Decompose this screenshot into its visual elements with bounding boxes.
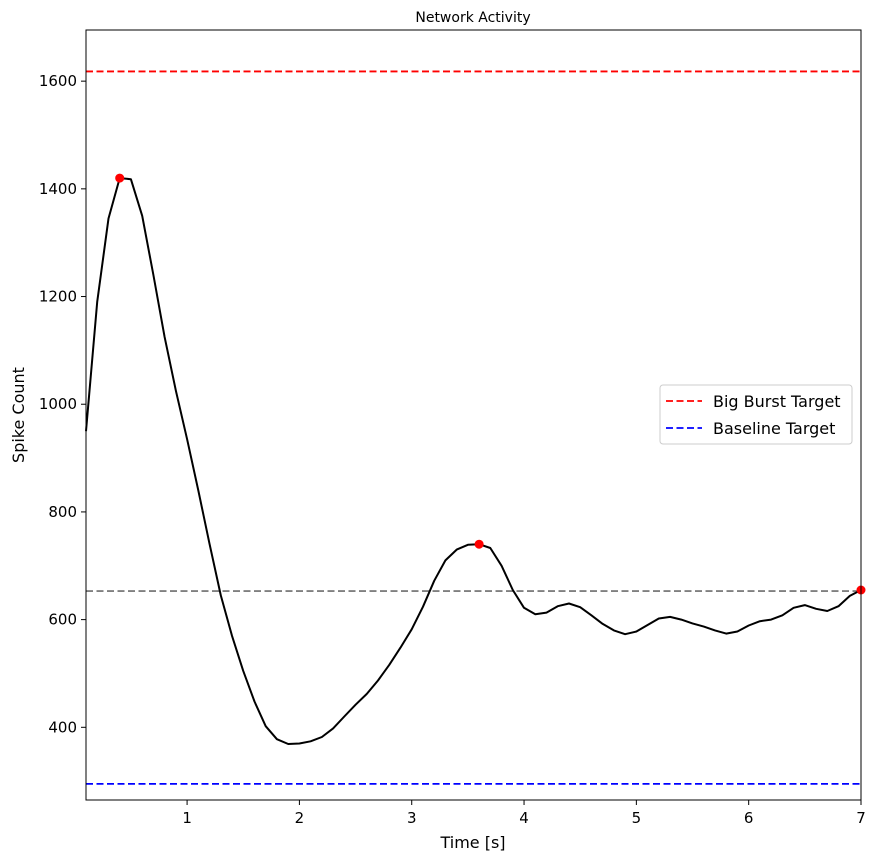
- y-tick-label: 1400: [39, 180, 77, 198]
- plot-frame: [85, 29, 862, 801]
- peak-marker-1: [474, 539, 484, 549]
- y-axis: 400 600 800 1000 1200 1400 1600: [39, 72, 86, 736]
- x-axis-label: Time [s]: [439, 833, 505, 852]
- series-lines: [85, 177, 862, 745]
- reference-lines: [86, 70, 861, 785]
- chart-title: Network Activity: [415, 10, 530, 26]
- legend: Big Burst Target Baseline Target: [659, 384, 853, 445]
- y-axis-label: Spike Count: [9, 367, 28, 463]
- y-tick-label: 1200: [39, 288, 77, 306]
- legend-label-0: Big Burst Target: [713, 392, 841, 411]
- y-tick-label: 600: [48, 611, 77, 629]
- x-tick-label: 4: [519, 809, 529, 827]
- y-tick-label: 1600: [39, 72, 77, 90]
- y-tick-label: 400: [48, 718, 77, 736]
- x-tick-label: 5: [632, 809, 642, 827]
- x-tick-label: 2: [295, 809, 305, 827]
- x-tick-label: 6: [744, 809, 754, 827]
- x-tick-label: 7: [856, 809, 866, 827]
- peak-marker-0: [115, 173, 125, 183]
- x-axis: 1 2 3 4 5 6 7: [182, 800, 866, 827]
- series-line-0: [85, 177, 862, 745]
- x-tick-label: 3: [407, 809, 417, 827]
- legend-label-1: Baseline Target: [713, 419, 835, 438]
- x-tick-label: 1: [182, 809, 192, 827]
- legend-box: [659, 384, 853, 445]
- y-tick-label: 1000: [39, 395, 77, 413]
- peak-markers: [115, 173, 866, 595]
- y-tick-label: 800: [48, 503, 77, 521]
